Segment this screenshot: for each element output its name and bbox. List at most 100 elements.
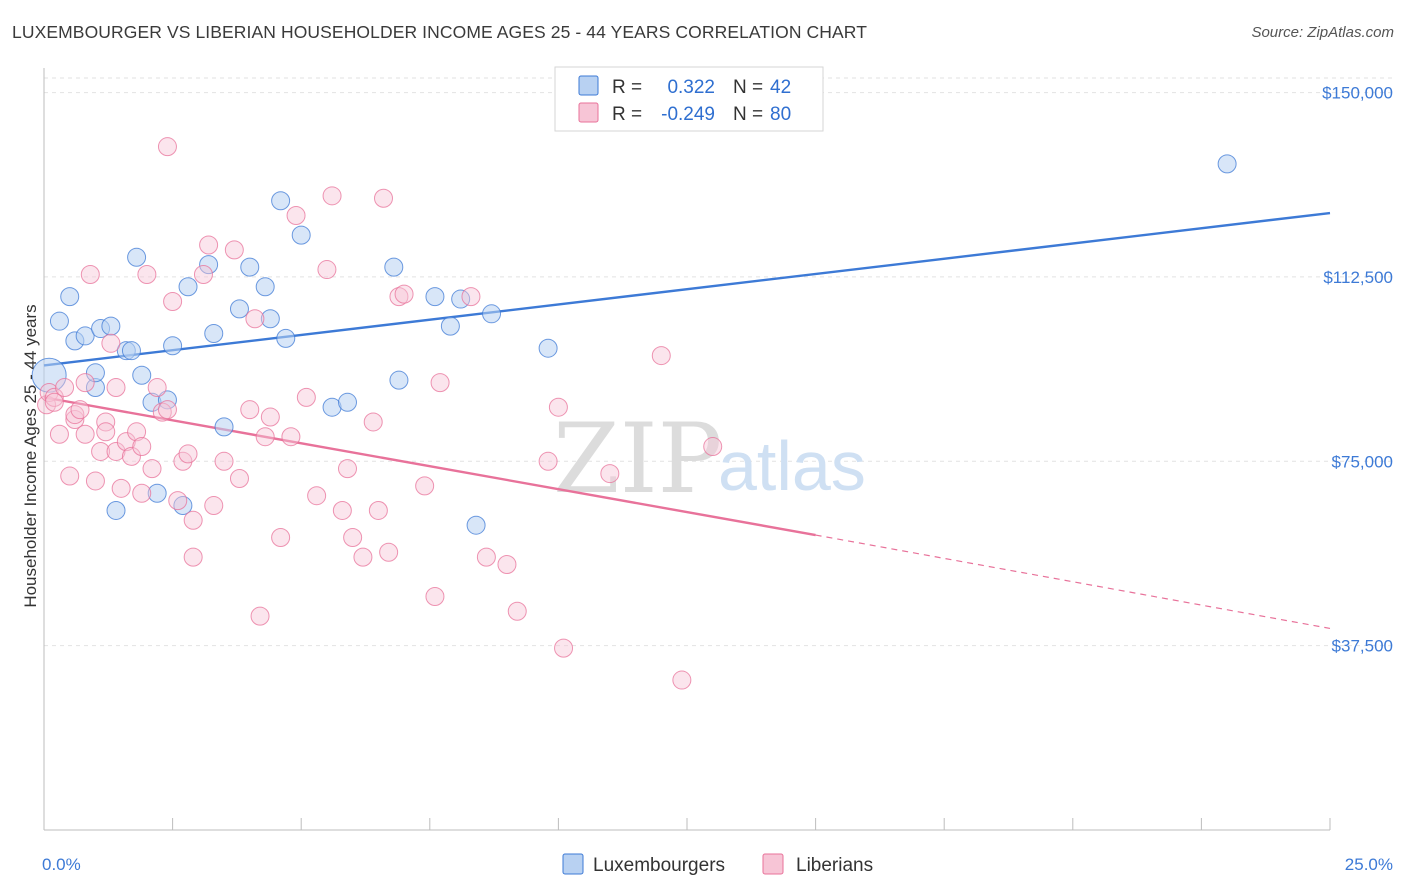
point-liberians [600,464,620,484]
point-liberians [85,471,105,491]
trend-line-luxembourgers [43,211,1331,367]
point-luxembourgers [214,417,234,437]
point-liberians [379,542,399,562]
source-label: Source: ZipAtlas.com [1251,24,1394,41]
point-liberians [204,496,224,516]
point-liberians [132,437,152,457]
point-liberians [44,387,64,407]
point-liberians [157,137,177,157]
point-liberians [55,378,75,398]
point-liberians [152,402,172,422]
x-tick-label-start: 0.0% [42,855,81,874]
legend-swatch-luxembourgers [562,853,584,875]
point-liberians [296,387,316,407]
point-liberians [415,476,435,496]
point-liberians [363,412,383,432]
chart-title: LUXEMBOURGER VS LIBERIAN HOUSEHOLDER INC… [12,22,868,42]
legend-n-value-1: 42 [770,77,791,98]
point-luxembourgers [255,277,275,297]
point-luxembourgers [229,299,249,319]
legend-swatch-pink [578,102,599,123]
point-liberians [116,432,136,452]
point-luxembourgers [260,309,280,329]
point-liberians [548,397,568,417]
point-liberians [70,400,90,420]
point-liberians [168,491,188,511]
series-legend: Luxembourgers Liberians [562,853,873,876]
point-liberians [65,410,85,430]
point-liberians [60,466,80,486]
point-luxembourgers [384,257,404,277]
point-luxembourgers [276,328,296,348]
point-luxembourgers [204,323,224,343]
legend-r-label-2: R = [612,104,642,125]
point-luxembourgers [147,483,167,503]
point-luxembourgers [178,277,198,297]
legend-r-label-1: R = [612,77,642,98]
point-liberians [132,483,152,503]
point-liberians [183,510,203,530]
point-liberians [106,441,126,461]
point-liberians [106,378,126,398]
point-liberians [430,373,450,393]
point-liberians [476,547,496,567]
point-liberians [332,500,352,520]
point-liberians [142,459,162,479]
point-liberians [260,407,280,427]
x-tick-labels: 0.0% 25.0% [42,855,1393,874]
point-liberians [157,400,177,420]
legend-n-value-2: 80 [770,104,791,125]
y-axis-label: Householder Income Ages 25 - 44 years [21,304,40,607]
point-luxembourgers [106,500,126,520]
point-liberians [240,400,260,420]
point-liberians [507,601,527,621]
point-liberians [49,424,69,444]
point-luxembourgers [337,392,357,412]
point-liberians [322,186,342,206]
legend-label-luxembourgers: Luxembourgers [593,855,725,876]
point-liberians [394,284,414,304]
point-luxembourgers [271,191,291,211]
point-liberians [307,486,327,506]
y-tick-label: $112,500 [1323,268,1393,287]
point-liberians [178,444,198,464]
legend-swatch-blue [578,75,599,96]
gridlines [44,77,1396,647]
point-luxembourgers [389,370,409,390]
point-liberians [554,638,574,658]
point-luxembourgers [49,311,69,331]
point-liberians [343,527,363,547]
y-tick-label: $37,500 [1332,637,1393,656]
point-luxembourgers [157,390,177,410]
y-tick-label: $150,000 [1322,84,1393,103]
legend-swatch-liberians [762,853,784,875]
point-luxembourgers [60,287,80,307]
point-liberians [538,451,558,471]
point-liberians [374,188,394,208]
point-liberians [672,670,692,690]
watermark: ZIP atlas [553,403,866,515]
point-luxembourgers [199,255,219,275]
point-luxembourgers [291,225,311,245]
point-liberians [250,606,270,626]
point-liberians [229,468,249,488]
point-luxembourgers [85,363,105,383]
point-liberians [111,478,131,498]
watermark-atlas: atlas [718,427,866,505]
legend-n-label-2: N = [733,104,763,125]
point-liberians [37,395,57,415]
point-luxembourgers [466,515,486,535]
point-liberians [389,287,409,307]
point-luxembourgers [425,287,445,307]
point-luxembourgers [163,336,183,356]
point-luxembourgers [127,247,147,267]
point-luxembourgers [240,257,260,277]
point-liberians [137,264,157,284]
point-luxembourgers [1217,154,1237,174]
point-liberians [75,373,95,393]
point-liberians [101,333,121,353]
point-liberians [214,451,234,471]
trend-line-liberians [43,396,816,537]
trend-lines [43,211,1331,630]
